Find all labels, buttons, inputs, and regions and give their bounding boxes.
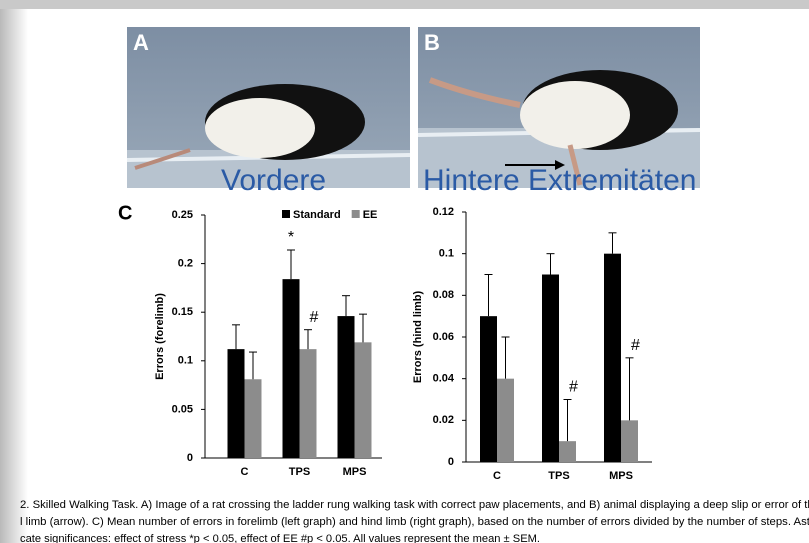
bar [282, 279, 300, 458]
overlay-text: Hintere Extremitäten [423, 164, 696, 197]
bar [244, 379, 262, 458]
bar [299, 349, 317, 458]
top-strip [0, 0, 809, 9]
bar [227, 349, 245, 458]
y-tick-label: 0.1 [439, 248, 454, 260]
x-tick-label: MPS [343, 466, 367, 478]
legend-label: EE [363, 209, 378, 221]
caption-line: cate significances: effect of stress *p … [20, 533, 540, 543]
annotation: # [631, 337, 640, 354]
x-tick-label: TPS [289, 466, 310, 478]
y-tick-label: 0.2 [178, 258, 193, 270]
x-tick-label: TPS [548, 470, 569, 482]
annotation: * [288, 229, 294, 246]
bar [621, 420, 638, 462]
photo-a: A [126, 27, 411, 188]
y-tick-label: 0.25 [172, 209, 193, 221]
photo-b: B [417, 27, 701, 188]
bar [497, 378, 514, 462]
y-axis-label: Errors (hind limb) [412, 291, 424, 384]
bar [480, 316, 497, 462]
y-tick-label: 0.06 [433, 331, 454, 343]
caption-line: 2. Skilled Walking Task. A) Image of a r… [20, 499, 809, 511]
y-tick-label: 0.05 [172, 403, 193, 415]
y-tick-label: 0.15 [172, 306, 193, 318]
panel-label: C [118, 202, 132, 224]
y-tick-label: 0.08 [433, 289, 454, 301]
y-tick-label: 0 [448, 456, 454, 468]
bar [559, 441, 576, 462]
overlay-text: Vordere [221, 164, 326, 197]
panel-label: A [133, 30, 149, 55]
y-tick-label: 0.02 [433, 414, 454, 426]
caption-line: l limb (arrow). C) Mean number of errors… [20, 516, 809, 528]
panel-label: B [424, 30, 440, 55]
x-tick-label: C [493, 470, 501, 482]
caption: 2. Skilled Walking Task. A) Image of a r… [20, 499, 809, 543]
annotation: # [310, 309, 319, 326]
y-axis-label: Errors (forelimb) [154, 293, 166, 380]
x-tick-label: MPS [609, 470, 633, 482]
y-tick-label: 0.1 [178, 355, 193, 367]
bar [354, 342, 372, 458]
y-tick-label: 0.04 [433, 373, 455, 385]
x-tick-label: C [241, 466, 249, 478]
legend-swatch [351, 210, 360, 218]
legend-label: Standard [293, 209, 341, 221]
bar [542, 274, 559, 462]
y-tick-label: 0.12 [433, 206, 454, 218]
annotation: # [569, 379, 578, 396]
legend-swatch [282, 210, 290, 218]
bar [337, 316, 355, 458]
y-tick-label: 0 [187, 452, 193, 464]
edge-shade [0, 0, 28, 543]
bar [604, 253, 621, 462]
